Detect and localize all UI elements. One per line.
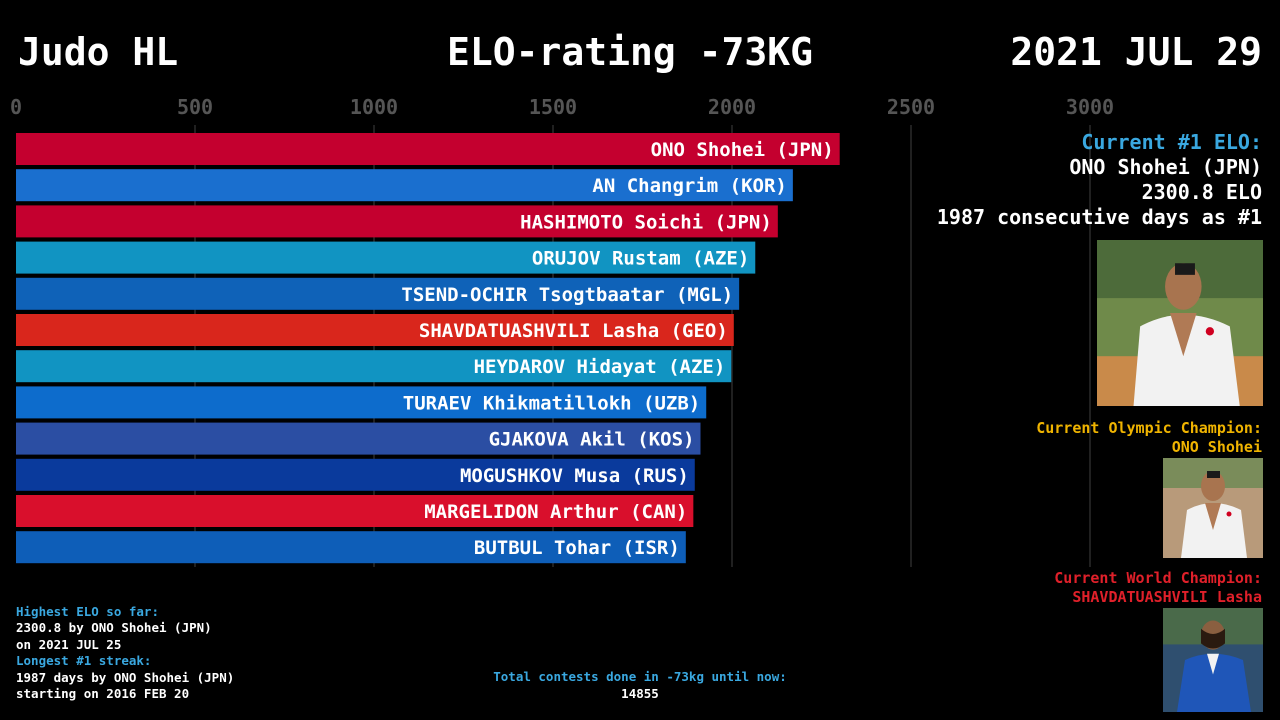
olympic-name: ONO Shohei xyxy=(1171,438,1262,456)
x-tick-label: 500 xyxy=(177,95,213,119)
total-contests-value: 14855 xyxy=(621,686,659,701)
leader-name: ONO Shohei (JPN) xyxy=(1069,155,1262,179)
bar xyxy=(16,422,701,455)
leader-elo: 2300.8 ELO xyxy=(1141,180,1262,204)
world-title: Current World Champion: xyxy=(1054,569,1262,587)
olympic-title: Current Olympic Champion: xyxy=(1036,419,1262,437)
bar-label: AN Changrim (KOR) xyxy=(592,175,786,197)
x-tick-label: 0 xyxy=(10,95,22,119)
current-leader-panel: Current #1 ELO: ONO Shohei (JPN) 2300.8 … xyxy=(937,130,1262,230)
bar xyxy=(16,350,732,383)
bar-label: GJAKOVA Akil (KOS) xyxy=(489,429,695,451)
leader-photo xyxy=(1097,240,1263,406)
bar-label: HASHIMOTO Soichi (JPN) xyxy=(520,211,772,233)
bar-label: SHAVDATUASHVILI Lasha (GEO) xyxy=(419,320,728,342)
bar xyxy=(16,531,686,564)
bar-label: ONO Shohei (JPN) xyxy=(651,139,834,161)
olympic-champion-panel: Current Olympic Champion: ONO Shohei xyxy=(1036,419,1262,457)
world-champion-panel: Current World Champion: SHAVDATUASHVILI … xyxy=(1054,569,1262,607)
bar-label: ORUJOV Rustam (AZE) xyxy=(532,248,749,270)
highest-elo-line2: on 2021 JUL 25 xyxy=(16,636,122,652)
x-tick-label: 3000 xyxy=(1066,95,1114,119)
bar xyxy=(16,133,840,165)
leader-streak: 1987 consecutive days as #1 xyxy=(936,205,1262,229)
x-tick-label: 2000 xyxy=(708,95,756,119)
olympic-champion-photo xyxy=(1163,458,1263,558)
bar xyxy=(16,314,734,346)
x-axis-ticks: 0 500 1000 1500 2000 2500 3000 xyxy=(10,95,1114,119)
bar xyxy=(16,169,793,202)
bar xyxy=(16,458,695,491)
world-champion-photo xyxy=(1163,608,1263,712)
x-tick-label: 2500 xyxy=(887,95,935,119)
total-contests-label: Total contests done in -73kg until now: xyxy=(493,669,787,684)
bar xyxy=(16,205,778,238)
bar-label: MARGELIDON Arthur (CAN) xyxy=(424,501,687,523)
header-title-left: Judo HL xyxy=(18,30,179,74)
bar xyxy=(16,495,694,527)
world-name: SHAVDATUASHVILI Lasha xyxy=(1072,588,1262,606)
bar xyxy=(16,386,707,419)
highest-elo-line1: 2300.8 by ONO Shohei (JPN) xyxy=(16,620,212,636)
bar-label: TSEND-OCHIR Tsogtbaatar (MGL) xyxy=(401,284,733,306)
total-contests-panel: Total contests done in -73kg until now: … xyxy=(440,668,840,702)
bar-label: TURAEV Khikmatillokh (UZB) xyxy=(403,392,700,414)
bar-label: HEYDAROV Hidayat (AZE) xyxy=(474,356,726,378)
longest-streak-line2: starting on 2016 FEB 20 xyxy=(16,686,190,702)
records-panel: Highest ELO so far: 2300.8 by ONO Shohei… xyxy=(16,604,234,702)
bar xyxy=(16,277,740,310)
bar-label: BUTBUL Tohar (ISR) xyxy=(474,537,680,559)
highest-elo-label: Highest ELO so far: xyxy=(16,604,159,619)
bar-label: MOGUSHKOV Musa (RUS) xyxy=(460,465,689,487)
x-tick-label: 1500 xyxy=(529,95,577,119)
bar xyxy=(16,241,756,274)
header-date: 2021 JUL 29 xyxy=(1010,30,1262,74)
bars: ONO Shohei (JPN) AN Changrim (KOR) HASHIMO… xyxy=(16,133,840,564)
leader-title: Current #1 ELO: xyxy=(1081,130,1262,154)
longest-streak-label: Longest #1 streak: xyxy=(16,653,152,669)
header-chart-title: ELO-rating -73KG xyxy=(447,30,814,74)
longest-streak-line1: 1987 days by ONO Shohei (JPN) xyxy=(16,669,235,685)
x-tick-label: 1000 xyxy=(350,95,398,119)
